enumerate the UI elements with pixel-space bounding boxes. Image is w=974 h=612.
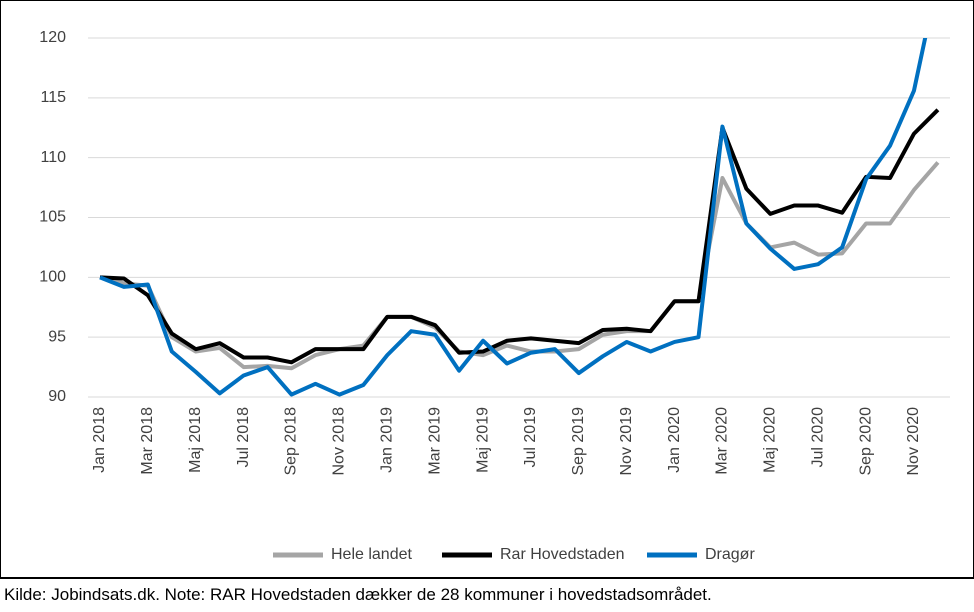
x-tick-label: Mar 2019	[426, 407, 443, 475]
x-tick-label: Jan 2018	[91, 407, 108, 473]
x-tick-label: Mar 2018	[139, 407, 156, 475]
x-tick-label: Jul 2020	[809, 407, 826, 468]
y-tick-label: 120	[39, 29, 66, 46]
y-tick-label: 95	[48, 328, 66, 345]
y-tick-label: 105	[39, 209, 66, 226]
plot	[99, 38, 940, 397]
x-tick-label: Maj 2020	[762, 407, 779, 473]
y-tick-label: 90	[48, 388, 66, 405]
legend-label: Rar Hovedstaden	[500, 546, 625, 563]
x-tick-label: Mar 2020	[714, 407, 731, 475]
series-line	[99, 161, 940, 371]
legend-label: Dragør	[705, 546, 755, 563]
series-line	[99, 38, 928, 397]
x-tick-label: Sep 2019	[570, 407, 587, 476]
x-tick-label: Maj 2018	[187, 407, 204, 473]
chart: 90 95 100 105 110 115 120 Jan 2018 Mar 2018 Maj 2…	[0, 0, 974, 578]
x-tick-label: Maj 2019	[474, 407, 491, 473]
y-tick-label: 115	[40, 89, 66, 106]
y-tick-label: 100	[39, 269, 66, 286]
x-tick-label: Jan 2019	[378, 407, 395, 473]
x-tick-label: Jul 2019	[522, 407, 539, 468]
x-tick-label: Sep 2020	[857, 407, 874, 476]
x-tick-label: Jul 2018	[235, 407, 252, 468]
chart-border	[0, 0, 974, 578]
x-tick-label: Sep 2018	[283, 407, 300, 476]
series-line	[99, 108, 940, 365]
x-tick-label: Nov 2020	[905, 407, 922, 476]
x-tick-label: Nov 2019	[618, 407, 635, 476]
legend-label: Hele landet	[331, 546, 413, 563]
y-tick-label: 110	[40, 149, 66, 166]
footnote: Kilde: Jobindsats.dk. Note: RAR Hovedsta…	[0, 578, 974, 612]
x-tick-label: Nov 2018	[331, 407, 348, 476]
x-tick-label: Jan 2020	[666, 407, 683, 473]
